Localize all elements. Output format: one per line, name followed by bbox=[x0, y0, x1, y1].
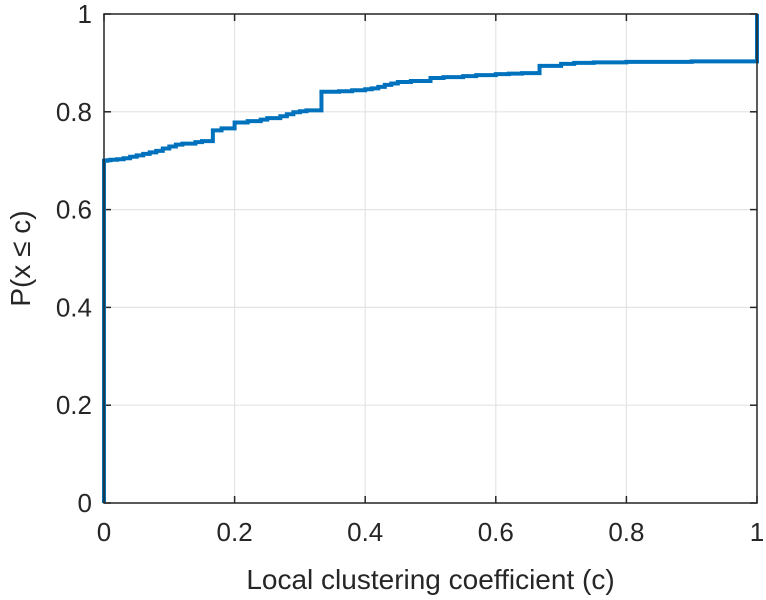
cdf-series-line bbox=[102, 14, 759, 503]
x-axis-label: Local clustering coefficient (c) bbox=[246, 564, 614, 595]
y-tick-label: 0 bbox=[78, 488, 92, 518]
x-tick-label: 0.2 bbox=[217, 517, 253, 547]
y-tick-labels: 0 0.2 0.4 0.6 0.8 1 bbox=[56, 0, 92, 518]
y-axis-label: P(x ≤ c) bbox=[5, 210, 36, 306]
grid-lines bbox=[103, 13, 758, 504]
x-tick-labels: 0 0.2 0.4 0.6 0.8 1 bbox=[97, 517, 764, 547]
x-tick-label: 0.6 bbox=[478, 517, 514, 547]
x-tick-label: 1 bbox=[750, 517, 764, 547]
tick-marks bbox=[103, 13, 758, 504]
y-tick-label: 0.8 bbox=[56, 97, 92, 127]
y-tick-label: 0.6 bbox=[56, 195, 92, 225]
y-tick-label: 0.4 bbox=[56, 292, 92, 322]
x-tick-label: 0.8 bbox=[608, 517, 644, 547]
y-tick-label: 1 bbox=[78, 0, 92, 29]
y-tick-label: 0.2 bbox=[56, 390, 92, 420]
axes-box bbox=[103, 13, 758, 504]
x-tick-label: 0.4 bbox=[347, 517, 383, 547]
x-tick-label: 0 bbox=[97, 517, 111, 547]
